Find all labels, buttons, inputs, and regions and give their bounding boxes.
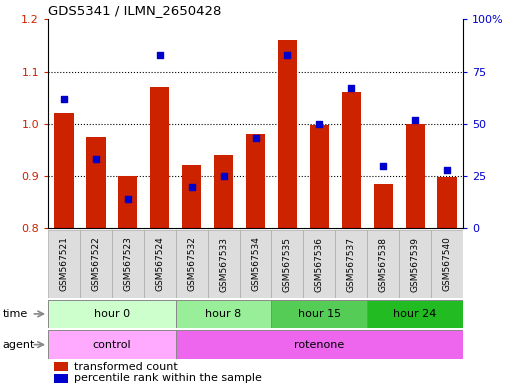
Text: GSM567539: GSM567539 [410,237,419,291]
Text: GDS5341 / ILMN_2650428: GDS5341 / ILMN_2650428 [48,3,221,17]
Point [187,184,195,190]
Text: hour 0: hour 0 [93,309,130,319]
Bar [48,300,175,328]
Bar [303,230,335,298]
Bar [437,177,456,228]
Text: GSM567523: GSM567523 [123,237,132,291]
Text: transformed count: transformed count [74,362,178,372]
Text: GSM567538: GSM567538 [378,237,387,291]
Bar [245,134,265,228]
Point [378,163,386,169]
Text: percentile rank within the sample: percentile rank within the sample [74,373,262,383]
Point [124,196,132,202]
Bar [367,230,398,298]
Bar [405,124,424,228]
Bar [175,230,207,298]
Bar [55,374,68,383]
Bar [309,126,328,228]
Text: GSM567532: GSM567532 [187,237,196,291]
Point [442,167,450,173]
Text: control: control [92,339,131,350]
Bar [373,184,392,228]
Bar [207,230,239,298]
Text: GSM567524: GSM567524 [155,237,164,291]
Point [156,52,164,58]
Bar [143,230,175,298]
Bar [271,230,303,298]
Bar [86,137,106,228]
Bar [55,362,68,371]
Text: hour 15: hour 15 [297,309,340,319]
Point [60,96,68,102]
Point [251,136,259,142]
Bar [48,330,175,359]
Text: GSM567535: GSM567535 [282,237,291,291]
Bar [55,113,73,228]
Point [346,85,355,91]
Bar [48,230,80,298]
Bar [430,230,462,298]
Point [219,173,227,179]
Bar [118,176,137,228]
Text: time: time [3,309,28,319]
Bar [214,155,233,228]
Point [283,52,291,58]
Bar [398,230,430,298]
Text: rotenone: rotenone [293,339,344,350]
Text: GSM567521: GSM567521 [60,237,68,291]
Text: agent: agent [3,339,35,350]
Bar [80,230,112,298]
Text: GSM567540: GSM567540 [442,237,450,291]
Bar [182,165,201,228]
Text: GSM567533: GSM567533 [219,237,228,291]
Bar [367,300,462,328]
Bar [341,93,360,228]
Bar [112,230,143,298]
Bar [239,230,271,298]
Bar [175,330,462,359]
Text: hour 24: hour 24 [393,309,436,319]
Bar [277,40,296,228]
Point [315,121,323,127]
Text: GSM567536: GSM567536 [314,237,323,291]
Bar [175,300,271,328]
Bar [271,300,367,328]
Point [92,156,100,162]
Text: GSM567522: GSM567522 [91,237,100,291]
Bar [335,230,367,298]
Text: GSM567537: GSM567537 [346,237,355,291]
Text: hour 8: hour 8 [205,309,241,319]
Bar [150,87,169,228]
Text: GSM567534: GSM567534 [250,237,260,291]
Point [410,117,418,123]
